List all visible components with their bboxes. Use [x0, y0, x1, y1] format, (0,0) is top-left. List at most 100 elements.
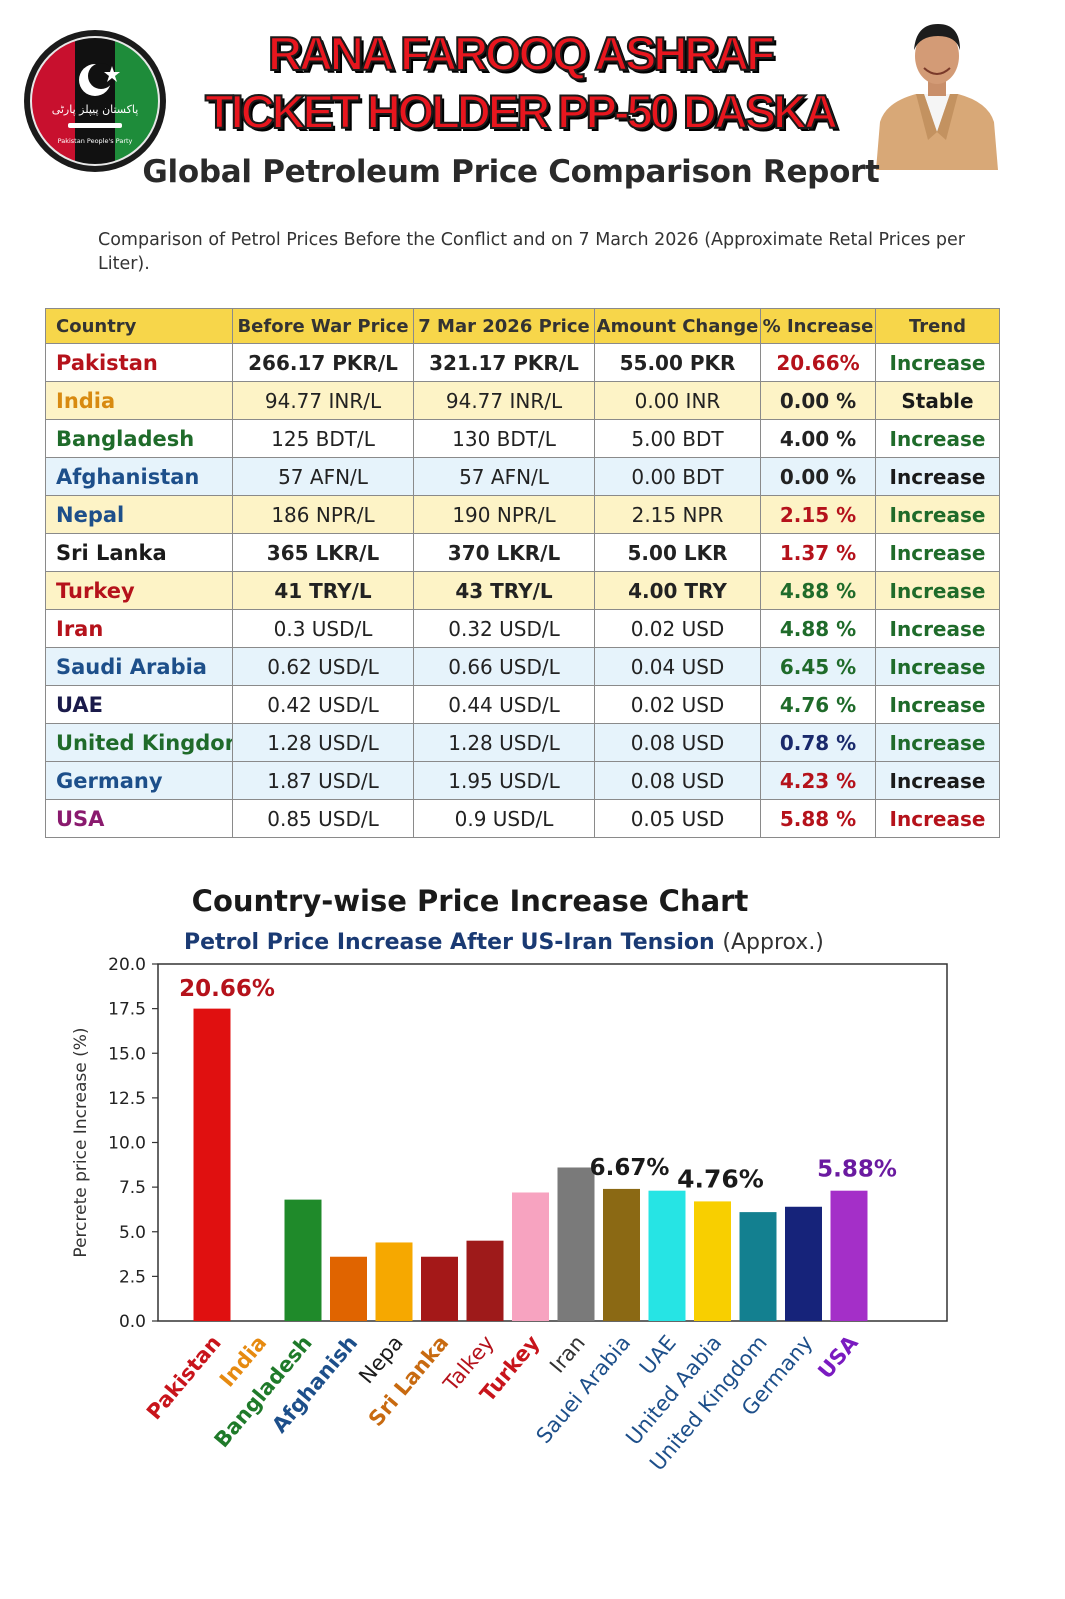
country-cell: Saudi Arabia	[45, 647, 233, 686]
data-label: 4.76%	[677, 1164, 764, 1193]
after-price-cell: 94.77 INR/L	[413, 381, 595, 420]
party-logo: پاکستان پیپلز پارٹی Pakistan People's Pa…	[24, 30, 166, 172]
y-tick-label: 15.0	[108, 1044, 146, 1064]
trend-cell: Increase	[875, 723, 1000, 762]
table-row: USA 0.85 USD/L 0.9 USD/L 0.05 USD 5.88 % Incr…	[45, 799, 1000, 838]
country-cell: Iran	[45, 609, 233, 648]
pct-increase-cell: 0.00 %	[760, 381, 876, 420]
trend-cell: Increase	[875, 761, 1000, 800]
table-row: Germany 1.87 USD/L 1.95 USD/L 0.08 USD 4.23 …	[45, 761, 1000, 800]
col-header-trend: Trend	[875, 308, 1000, 344]
banner-ticket-holder: TICKET HOLDER PP-50 DASKA	[204, 85, 839, 139]
after-price-cell: 43 TRY/L	[413, 571, 595, 610]
country-cell: USA	[45, 799, 233, 838]
amount-change-cell: 0.00 BDT	[594, 457, 761, 496]
before-price-cell: 0.42 USD/L	[232, 685, 414, 724]
logo-english-text: Pakistan People's Party	[58, 137, 133, 145]
before-price-cell: 0.85 USD/L	[232, 799, 414, 838]
before-price-cell: 1.28 USD/L	[232, 723, 414, 762]
after-price-cell: 0.44 USD/L	[413, 685, 595, 724]
country-cell: United Kingdom	[45, 723, 233, 762]
pct-increase-cell: 1.37 %	[760, 533, 876, 572]
ppp-crescent-star-logo-icon: پاکستان پیپلز پارٹی Pakistan People's Pa…	[25, 31, 165, 171]
after-price-cell: 0.9 USD/L	[413, 799, 595, 838]
bar-turkey	[512, 1192, 549, 1321]
after-price-cell: 190 NPR/L	[413, 495, 595, 534]
trend-cell: Stable	[875, 381, 1000, 420]
amount-change-cell: 0.04 USD	[594, 647, 761, 686]
before-price-cell: 365 LKR/L	[232, 533, 414, 572]
chart-subtitle-text: Petrol Price Increase After US-Iran Tens…	[184, 930, 715, 955]
report-subtitle: Comparison of Petrol Prices Before the C…	[98, 230, 965, 274]
after-price-cell: 1.95 USD/L	[413, 761, 595, 800]
y-axis-label: Percrete price Increase (%)	[71, 1027, 91, 1257]
report-title: Global Petroleum Price Comparison Report	[142, 154, 880, 190]
col-header-after: 7 Mar 2026 Price	[413, 308, 595, 344]
amount-change-cell: 0.08 USD	[594, 761, 761, 800]
y-tick-label: 7.5	[119, 1178, 146, 1198]
before-price-cell: 94.77 INR/L	[232, 381, 414, 420]
trend-cell: Increase	[875, 685, 1000, 724]
col-header-country: Country	[45, 308, 233, 344]
after-price-cell: 0.66 USD/L	[413, 647, 595, 686]
col-header-before: Before War Price	[232, 308, 414, 344]
country-cell: Nepal	[45, 495, 233, 534]
amount-change-cell: 0.05 USD	[594, 799, 761, 838]
country-cell: Turkey	[45, 571, 233, 610]
bar-iran	[557, 1167, 595, 1321]
bar-bangladesh	[284, 1199, 322, 1321]
y-tick-label: 20.0	[108, 955, 146, 975]
person-portrait-icon	[872, 10, 1002, 170]
bar-united-aabia	[694, 1201, 731, 1321]
amount-change-cell: 0.02 USD	[594, 609, 761, 648]
plot-area-frame	[157, 963, 948, 1322]
before-price-cell: 57 AFN/L	[232, 457, 414, 496]
y-tick-label: 17.5	[108, 1000, 146, 1020]
bar-united-kingdom	[739, 1212, 777, 1321]
country-cell: India	[45, 381, 233, 420]
y-tick-label: 5.0	[119, 1223, 146, 1243]
amount-change-cell: 0.08 USD	[594, 723, 761, 762]
chart-subtitle: Petrol Price Increase After US-Iran Tens…	[184, 930, 824, 955]
chart-subtitle-note: (Approx.)	[722, 930, 824, 955]
before-price-cell: 41 TRY/L	[232, 571, 414, 610]
table-row: United Kingdom 1.28 USD/L 1.28 USD/L 0.08 U…	[45, 723, 1000, 762]
amount-change-cell: 55.00 PKR	[594, 343, 761, 382]
trend-cell: Increase	[875, 609, 1000, 648]
before-price-cell: 125 BDT/L	[232, 419, 414, 458]
chart-title: Country-wise Price Increase Chart	[191, 884, 749, 918]
pct-increase-cell: 5.88 %	[760, 799, 876, 838]
x-tick-label: USA	[813, 1330, 863, 1383]
bar-germany	[785, 1206, 822, 1321]
amount-change-cell: 0.00 INR	[594, 381, 761, 420]
after-price-cell: 130 BDT/L	[413, 419, 595, 458]
bar-pakistan	[193, 1008, 231, 1321]
amount-change-cell: 2.15 NPR	[594, 495, 761, 534]
trend-cell: Increase	[875, 419, 1000, 458]
y-tick-label: 2.5	[119, 1267, 146, 1287]
price-comparison-table: Country Before War Price 7 Mar 2026 Pric…	[45, 308, 1000, 838]
amount-change-cell: 4.00 TRY	[594, 571, 761, 610]
pct-increase-cell: 4.88 %	[760, 609, 876, 648]
trend-cell: Increase	[875, 799, 1000, 838]
pct-increase-cell: 4.88 %	[760, 571, 876, 610]
amount-change-cell: 0.02 USD	[594, 685, 761, 724]
after-price-cell: 0.32 USD/L	[413, 609, 595, 648]
before-price-cell: 266.17 PKR/L	[232, 343, 414, 382]
before-price-cell: 0.62 USD/L	[232, 647, 414, 686]
pct-increase-cell: 0.00 %	[760, 457, 876, 496]
pct-increase-cell: 20.66%	[760, 343, 876, 382]
bar-sri-lanka	[421, 1256, 458, 1321]
country-cell: UAE	[45, 685, 233, 724]
table-row: Pakistan 266.17 PKR/L 321.17 PKR/L 55.00 PK…	[45, 343, 1000, 382]
trend-cell: Increase	[875, 571, 1000, 610]
bar-sauei-arabia	[603, 1188, 640, 1321]
trend-cell: Increase	[875, 343, 1000, 382]
pct-increase-cell: 0.78 %	[760, 723, 876, 762]
after-price-cell: 321.17 PKR/L	[413, 343, 595, 382]
pct-increase-cell: 2.15 %	[760, 495, 876, 534]
country-cell: Germany	[45, 761, 233, 800]
country-cell: Sri Lanka	[45, 533, 233, 572]
y-tick-label: 12.5	[108, 1089, 146, 1109]
col-header-change: Amount Change	[594, 308, 761, 344]
